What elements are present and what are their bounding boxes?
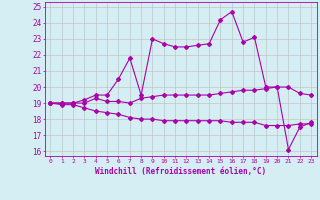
X-axis label: Windchill (Refroidissement éolien,°C): Windchill (Refroidissement éolien,°C) bbox=[95, 167, 266, 176]
